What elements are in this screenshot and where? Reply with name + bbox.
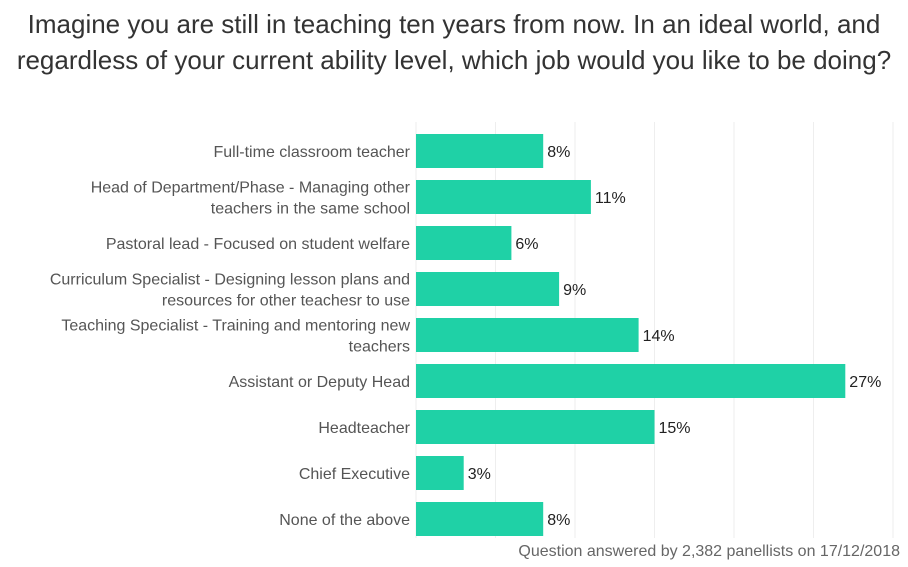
value-label: 8% bbox=[547, 512, 570, 529]
category-label: Pastoral lead - Focused on student welfa… bbox=[106, 236, 410, 253]
bar bbox=[416, 272, 560, 306]
category-label: None of the above bbox=[279, 512, 410, 529]
value-label: 8% bbox=[547, 144, 570, 161]
chart-title: Imagine you are still in teaching ten ye… bbox=[16, 9, 892, 75]
value-label: 6% bbox=[515, 236, 538, 253]
bar bbox=[416, 318, 639, 352]
bar bbox=[416, 502, 544, 536]
bar bbox=[416, 364, 846, 398]
category-label: Teaching Specialist - Training and mento… bbox=[61, 318, 410, 356]
category-labels: Full-time classroom teacher Head of Depar… bbox=[50, 144, 411, 529]
bar bbox=[416, 226, 512, 260]
bars bbox=[416, 134, 846, 536]
category-label: Assistant or Deputy Head bbox=[229, 374, 410, 391]
category-label: Chief Executive bbox=[299, 466, 410, 483]
category-label: Curriculum Specialist - Designing lesson… bbox=[50, 272, 410, 310]
value-label: 3% bbox=[468, 466, 491, 483]
chart-footnote: Question answered by 2,382 panellists on… bbox=[518, 543, 900, 560]
value-labels: 8% 11% 6% 9% 14% 27% 15% 3% 8% bbox=[468, 144, 882, 529]
value-label: 14% bbox=[643, 328, 675, 345]
category-label: Headteacher bbox=[318, 420, 410, 437]
category-label: Head of Department/Phase - Managing othe… bbox=[91, 180, 411, 218]
category-label: Full-time classroom teacher bbox=[214, 144, 411, 161]
bar bbox=[416, 180, 591, 214]
bar bbox=[416, 456, 464, 490]
value-label: 9% bbox=[563, 282, 586, 299]
value-label: 11% bbox=[595, 190, 626, 207]
value-label: 27% bbox=[849, 374, 881, 391]
value-label: 15% bbox=[659, 420, 691, 437]
bar bbox=[416, 134, 544, 168]
bar bbox=[416, 410, 655, 444]
